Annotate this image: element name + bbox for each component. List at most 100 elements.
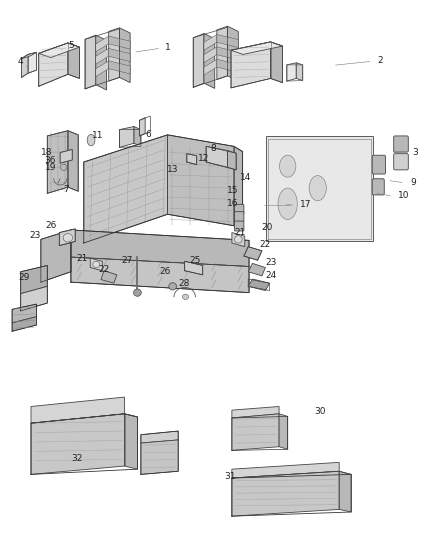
Polygon shape: [248, 279, 270, 290]
Polygon shape: [206, 147, 228, 167]
Text: 15: 15: [227, 186, 238, 195]
Text: 13: 13: [166, 165, 178, 174]
Polygon shape: [140, 118, 145, 136]
Polygon shape: [296, 63, 303, 80]
Text: 11: 11: [92, 132, 104, 140]
Text: 22: 22: [98, 264, 109, 273]
Polygon shape: [248, 263, 265, 276]
Text: 30: 30: [314, 407, 326, 416]
Polygon shape: [21, 265, 47, 294]
Polygon shape: [167, 135, 234, 226]
Polygon shape: [31, 414, 124, 474]
Text: 27: 27: [121, 256, 133, 265]
Ellipse shape: [234, 236, 242, 243]
Text: 23: 23: [29, 231, 41, 240]
Polygon shape: [232, 471, 339, 516]
Polygon shape: [101, 271, 117, 283]
Polygon shape: [60, 149, 72, 163]
Polygon shape: [204, 59, 217, 75]
Polygon shape: [31, 397, 124, 423]
Polygon shape: [39, 43, 68, 86]
Ellipse shape: [169, 282, 177, 290]
Text: 1: 1: [166, 43, 171, 52]
Polygon shape: [228, 26, 238, 81]
FancyBboxPatch shape: [394, 154, 408, 170]
Polygon shape: [266, 136, 373, 241]
Polygon shape: [12, 317, 36, 332]
Polygon shape: [96, 49, 109, 64]
Polygon shape: [141, 431, 178, 443]
Ellipse shape: [183, 294, 188, 300]
Text: 14: 14: [240, 173, 251, 182]
Polygon shape: [141, 440, 178, 474]
Polygon shape: [271, 42, 283, 83]
Polygon shape: [231, 42, 283, 54]
Text: 20: 20: [261, 223, 272, 232]
Polygon shape: [234, 147, 243, 229]
Polygon shape: [21, 52, 36, 59]
Ellipse shape: [278, 188, 297, 220]
Text: 36: 36: [44, 156, 55, 165]
Text: 29: 29: [18, 273, 29, 282]
Text: 3: 3: [412, 148, 418, 157]
Text: 23: 23: [265, 258, 277, 267]
Polygon shape: [120, 28, 130, 83]
Polygon shape: [71, 230, 249, 266]
Polygon shape: [59, 229, 75, 246]
Text: 18: 18: [41, 148, 53, 157]
Text: 28: 28: [178, 279, 190, 288]
Polygon shape: [217, 35, 238, 47]
Ellipse shape: [279, 155, 296, 177]
Polygon shape: [339, 471, 351, 512]
Polygon shape: [124, 414, 138, 469]
Polygon shape: [84, 135, 167, 243]
Polygon shape: [232, 414, 279, 450]
FancyBboxPatch shape: [234, 204, 244, 214]
Ellipse shape: [93, 261, 100, 268]
Polygon shape: [90, 258, 102, 271]
Ellipse shape: [63, 233, 73, 242]
Text: 8: 8: [210, 144, 216, 153]
Polygon shape: [109, 49, 130, 61]
Polygon shape: [39, 43, 79, 58]
Polygon shape: [287, 63, 296, 81]
Text: 24: 24: [265, 271, 277, 280]
Polygon shape: [232, 407, 279, 418]
Text: 26: 26: [160, 267, 171, 276]
Polygon shape: [279, 414, 288, 449]
Text: 32: 32: [71, 454, 82, 463]
Text: 10: 10: [399, 191, 410, 200]
Polygon shape: [231, 42, 271, 88]
Polygon shape: [96, 35, 106, 90]
Polygon shape: [71, 257, 249, 293]
Text: 9: 9: [410, 179, 416, 188]
Text: 5: 5: [68, 41, 74, 50]
Polygon shape: [204, 35, 217, 50]
Text: 6: 6: [145, 131, 151, 139]
Polygon shape: [228, 150, 236, 170]
Polygon shape: [21, 286, 47, 311]
Polygon shape: [217, 47, 238, 60]
Polygon shape: [21, 54, 28, 77]
Ellipse shape: [134, 289, 141, 296]
FancyBboxPatch shape: [372, 155, 385, 174]
Polygon shape: [187, 154, 197, 165]
Polygon shape: [85, 35, 96, 89]
Text: 31: 31: [224, 472, 236, 481]
Polygon shape: [232, 463, 339, 478]
Polygon shape: [193, 34, 204, 87]
Polygon shape: [68, 131, 78, 191]
Polygon shape: [68, 43, 79, 78]
Text: 7: 7: [64, 185, 69, 193]
Text: 26: 26: [45, 221, 57, 230]
Ellipse shape: [60, 164, 67, 171]
FancyBboxPatch shape: [234, 221, 244, 231]
Polygon shape: [204, 34, 215, 88]
Text: 19: 19: [45, 163, 57, 172]
Polygon shape: [41, 230, 71, 282]
Polygon shape: [109, 36, 130, 49]
Polygon shape: [244, 247, 262, 260]
Polygon shape: [120, 126, 134, 148]
Text: 21: 21: [234, 228, 245, 237]
Polygon shape: [47, 131, 68, 193]
